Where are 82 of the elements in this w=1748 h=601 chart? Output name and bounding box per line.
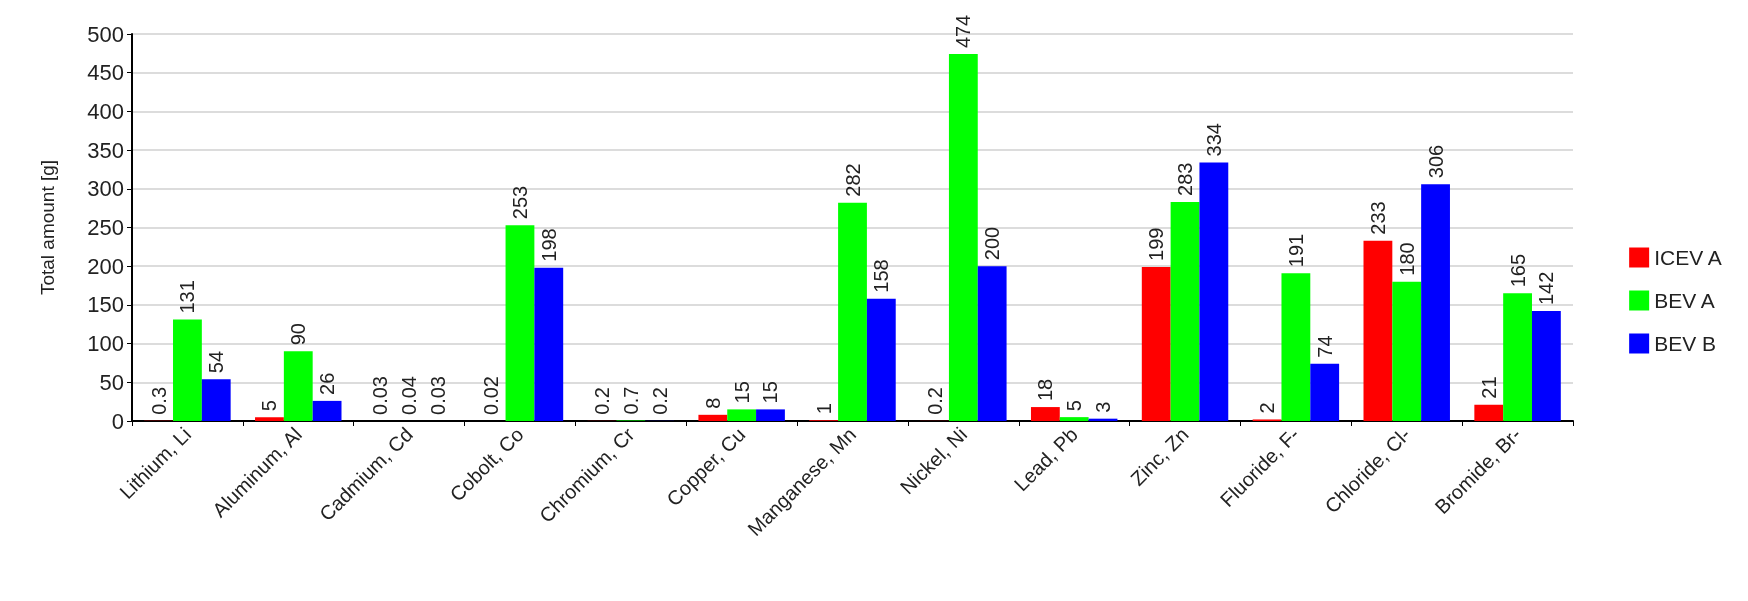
bar [756, 409, 785, 421]
data-label: 0.04 [398, 376, 421, 415]
bar [1141, 266, 1171, 421]
bar [1170, 201, 1200, 421]
data-label: 21 [1477, 376, 1500, 399]
y-tick-label: 50 [99, 369, 124, 395]
data-label: 90 [287, 323, 310, 346]
data-label: 233 [1366, 201, 1389, 235]
data-label: 474 [952, 14, 975, 49]
data-label: 5 [258, 400, 281, 412]
bar [698, 414, 728, 421]
data-label: 180 [1395, 242, 1418, 276]
bar [534, 267, 564, 421]
bar [505, 225, 535, 421]
y-tick-label: 150 [87, 292, 124, 318]
y-tick-label: 100 [87, 331, 124, 357]
bar [1059, 417, 1089, 421]
bar [312, 400, 342, 421]
data-label: 15 [759, 381, 782, 404]
data-label: 2 [1256, 402, 1279, 414]
data-label: 198 [537, 228, 560, 262]
data-label: 142 [1535, 271, 1558, 306]
data-label: 165 [1506, 253, 1529, 288]
bar [173, 319, 202, 421]
bar [1199, 162, 1229, 421]
bar [283, 351, 313, 421]
y-tick-label: 300 [87, 176, 124, 202]
bar [727, 409, 757, 421]
x-tick-label: Zinc, Zn [1126, 423, 1193, 490]
data-label: 18 [1034, 378, 1057, 402]
y-axis-title: Total amount [g] [37, 159, 58, 296]
data-label: 0.2 [648, 387, 671, 415]
legend-label: ICEV A [1654, 246, 1722, 269]
data-label: 334 [1202, 123, 1225, 157]
data-label: 306 [1424, 144, 1447, 179]
data-label: 26 [316, 372, 339, 395]
data-label: 282 [841, 163, 864, 197]
bar [1474, 404, 1504, 421]
data-label: 131 [176, 280, 199, 314]
data-label: 0.2 [590, 387, 613, 415]
y-tick-label: 400 [87, 98, 124, 124]
data-label: 191 [1284, 233, 1307, 268]
data-label: 0.7 [619, 386, 642, 415]
bar [977, 266, 1007, 421]
bar [838, 202, 867, 421]
data-label: 200 [981, 226, 1004, 261]
bar [1281, 273, 1311, 421]
y-tick-label: 200 [87, 253, 124, 279]
data-label: 5 [1063, 400, 1086, 412]
bar [201, 379, 231, 421]
bar [1310, 363, 1340, 421]
data-label: 3 [1092, 401, 1115, 413]
bar [255, 417, 284, 421]
data-label: 253 [508, 185, 531, 220]
data-label: 0.02 [480, 376, 503, 415]
bar [1363, 240, 1393, 421]
data-label: 15 [730, 381, 753, 404]
y-tick-label: 0 [111, 408, 124, 434]
data-label: 0.2 [923, 387, 946, 415]
bar [1030, 407, 1060, 421]
y-tick-label: 350 [87, 137, 124, 163]
data-label: 8 [701, 397, 724, 409]
bar [1392, 281, 1422, 421]
bar [866, 298, 896, 421]
data-label: 1 [812, 403, 835, 415]
y-tick-label: 250 [87, 215, 124, 240]
data-label: 54 [205, 350, 228, 374]
bar [1503, 293, 1532, 421]
legend-label: BEV B [1654, 332, 1717, 355]
bar [1531, 311, 1561, 421]
y-tick-label: 500 [87, 21, 124, 47]
bar [1421, 184, 1450, 421]
legend-label: BEV A [1654, 289, 1715, 312]
data-label: 74 [1313, 335, 1336, 358]
bar [948, 54, 978, 421]
data-label: 283 [1174, 162, 1197, 196]
y-tick-label: 450 [87, 60, 124, 86]
data-label: 199 [1145, 227, 1168, 261]
data-label: 158 [870, 259, 893, 293]
data-label: 0.03 [369, 376, 392, 415]
data-label: 0.3 [147, 386, 170, 415]
data-label: 0.03 [426, 376, 449, 415]
